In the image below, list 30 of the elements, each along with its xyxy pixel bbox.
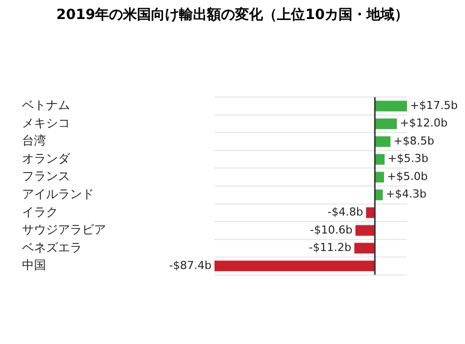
data-label: +$17.5b — [410, 98, 458, 112]
data-label: -$87.4b — [169, 258, 212, 272]
bar — [374, 172, 384, 182]
bar — [374, 100, 407, 112]
y-tick-label: ベトナム — [22, 98, 70, 112]
bar — [214, 260, 375, 272]
data-label: +$4.3b — [386, 188, 426, 201]
bar — [374, 136, 390, 147]
data-label: +$12.0b — [400, 116, 448, 130]
y-tick-label: フランス — [22, 169, 70, 184]
y-tick-label: メキシコ — [22, 116, 70, 130]
y-tick-label: アイルランド — [22, 187, 94, 202]
chart-title: 2019年の米国向け輸出額の変化（上位10カ国・地域） — [55, 6, 410, 25]
bar — [374, 154, 385, 165]
bar — [354, 242, 375, 254]
y-tick-label: オランダ — [22, 151, 71, 166]
data-label: +$5.3b — [388, 152, 428, 166]
data-label: -$11.2b — [308, 241, 352, 254]
data-label: -$4.8b — [328, 206, 364, 218]
y-tick-label: サウジアラビア — [22, 222, 106, 237]
y-tick-label: 台湾 — [22, 134, 46, 148]
bar — [374, 118, 397, 130]
bar — [374, 190, 383, 200]
y-tick-label: ベネズエラ — [22, 240, 82, 254]
bar — [355, 225, 375, 236]
data-label: +$5.0b — [387, 170, 428, 183]
y-tick-label: 中国 — [22, 258, 46, 272]
y-tick-label: イラク — [22, 204, 58, 219]
data-label: -$10.6b — [310, 223, 352, 236]
data-label: +$8.5b — [393, 134, 434, 148]
